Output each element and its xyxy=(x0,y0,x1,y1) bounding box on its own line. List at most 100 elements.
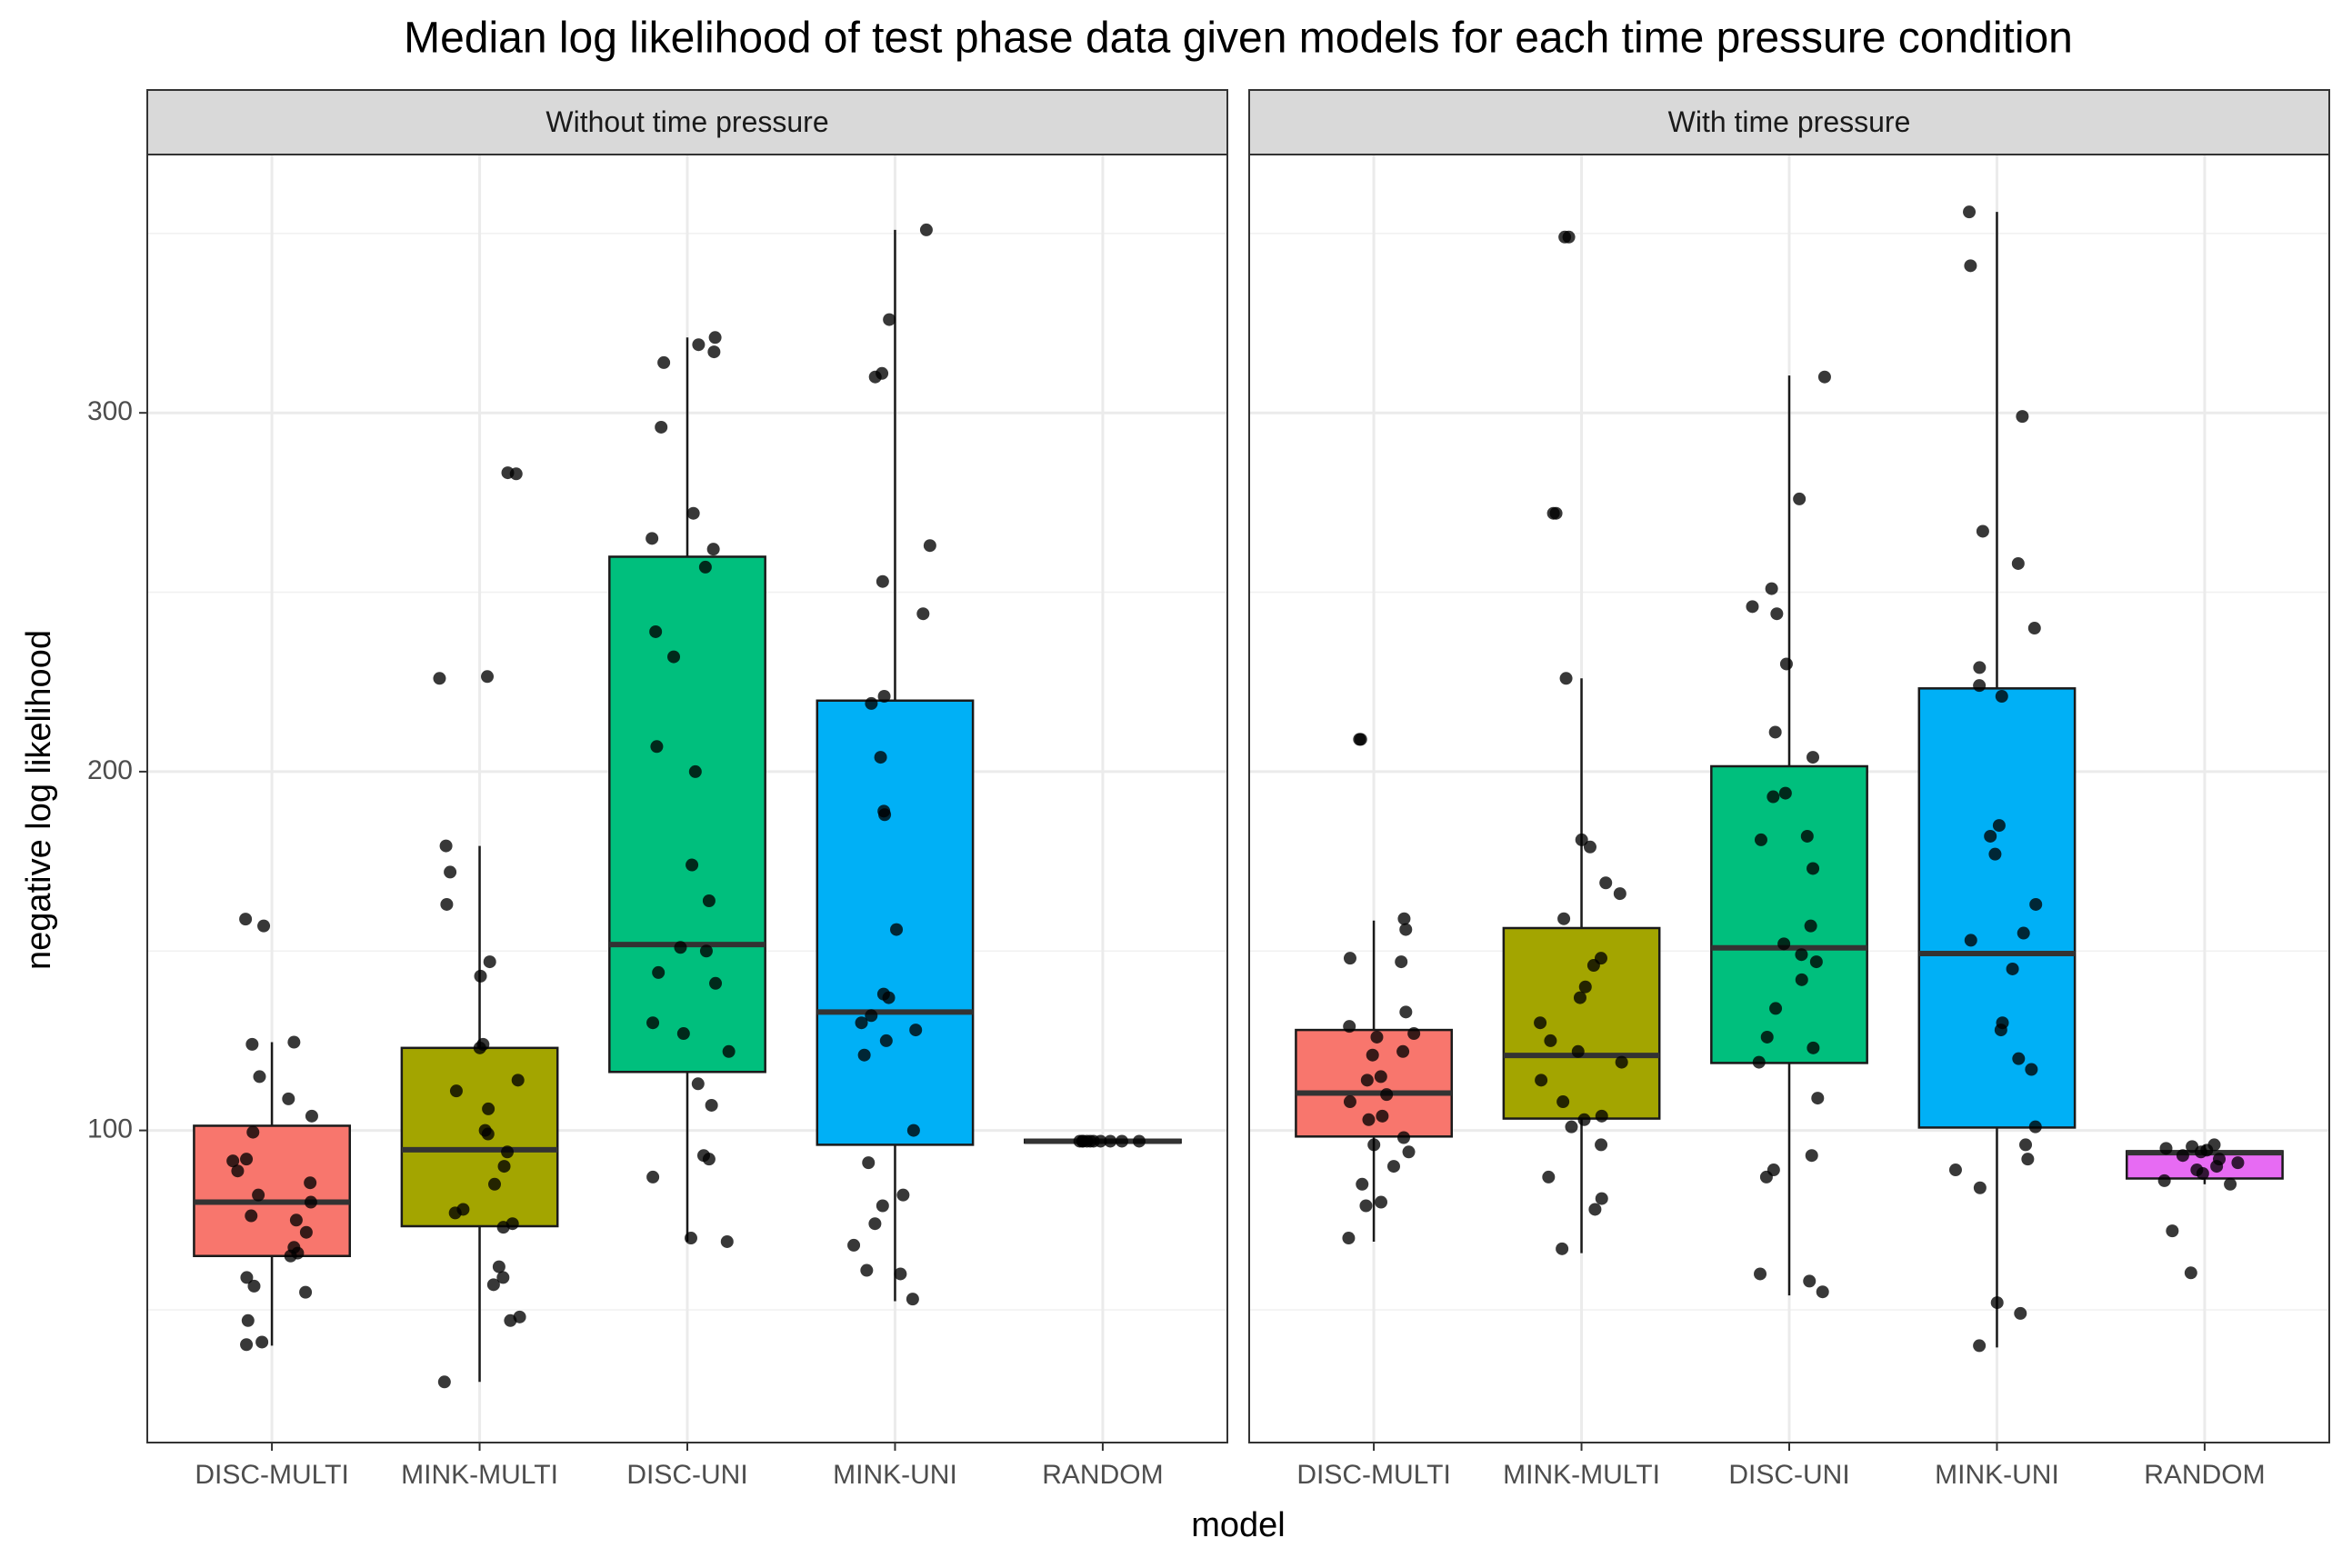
point xyxy=(709,976,723,990)
point xyxy=(1963,205,1977,219)
point xyxy=(1817,370,1831,384)
facet-strip xyxy=(1248,89,2330,155)
point xyxy=(1396,1044,1410,1058)
point xyxy=(1807,751,1820,764)
point xyxy=(865,1009,878,1023)
point xyxy=(1386,1160,1400,1174)
y-tick-label: 200 xyxy=(87,755,133,785)
point xyxy=(1615,1055,1628,1069)
point xyxy=(857,1048,871,1062)
facet-label: Without time pressure xyxy=(545,105,828,138)
point xyxy=(2028,1120,2042,1134)
point xyxy=(1973,1181,1987,1194)
y-axis-label: negative log likelihood xyxy=(20,630,58,970)
point xyxy=(688,764,702,778)
point xyxy=(919,223,933,236)
point xyxy=(646,1170,660,1183)
point xyxy=(481,1127,495,1141)
point xyxy=(1964,259,1977,273)
point xyxy=(868,370,882,384)
panel-border xyxy=(1248,154,2330,1443)
point xyxy=(1976,524,1989,538)
point xyxy=(304,1176,317,1190)
box xyxy=(193,1124,351,1258)
point xyxy=(239,913,253,926)
point xyxy=(2176,1149,2189,1163)
point xyxy=(1542,1170,1556,1183)
box xyxy=(400,1046,559,1228)
point xyxy=(240,1338,254,1352)
point xyxy=(2014,1306,2027,1320)
point xyxy=(1778,786,1792,800)
point xyxy=(299,1225,313,1239)
point xyxy=(1995,690,2008,704)
point xyxy=(1362,1113,1376,1126)
point xyxy=(1595,1138,1608,1152)
point xyxy=(504,1313,517,1327)
point xyxy=(1535,1074,1548,1087)
point xyxy=(488,1177,502,1191)
point xyxy=(2159,1142,2173,1155)
point xyxy=(509,467,523,481)
point xyxy=(652,965,666,979)
point xyxy=(691,1077,705,1091)
box xyxy=(1917,687,2077,1129)
point xyxy=(865,696,878,710)
point xyxy=(1094,1134,1107,1148)
point xyxy=(2231,1156,2245,1170)
point xyxy=(1754,833,1767,846)
point xyxy=(692,338,706,352)
point xyxy=(289,1213,303,1227)
x-tick-label: MINK-UNI xyxy=(833,1460,957,1490)
box xyxy=(1710,764,1868,1064)
point xyxy=(1115,1134,1128,1148)
point xyxy=(2025,1063,2038,1076)
point xyxy=(855,1016,868,1030)
point xyxy=(860,1263,874,1277)
point xyxy=(1370,1030,1384,1044)
point xyxy=(2184,1266,2197,1280)
point xyxy=(1964,934,1977,947)
point xyxy=(1779,657,1793,671)
point xyxy=(501,1145,515,1159)
point xyxy=(1367,1138,1381,1152)
panel-border xyxy=(146,154,1228,1443)
point xyxy=(1809,955,1823,969)
point xyxy=(486,1278,500,1292)
point xyxy=(883,313,896,326)
point xyxy=(1973,661,1987,674)
point xyxy=(706,543,720,556)
point xyxy=(492,1260,505,1273)
x-tick-label: RANDOM xyxy=(1042,1460,1163,1490)
point xyxy=(2157,1174,2171,1187)
point xyxy=(2011,556,2025,570)
point xyxy=(684,1232,697,1245)
point xyxy=(1816,1285,1829,1299)
point xyxy=(702,894,716,907)
point xyxy=(667,650,681,664)
point xyxy=(1588,1203,1602,1216)
point xyxy=(1811,1092,1825,1105)
point xyxy=(1559,672,1573,685)
point xyxy=(1577,1113,1591,1126)
point xyxy=(1795,948,1808,962)
point xyxy=(511,1074,525,1087)
point xyxy=(1354,733,1367,746)
point xyxy=(876,1199,889,1213)
point xyxy=(1795,973,1808,986)
point xyxy=(702,1153,716,1166)
point xyxy=(1402,1145,1416,1159)
point xyxy=(1746,600,1759,614)
box xyxy=(1502,926,1661,1120)
point xyxy=(231,1164,245,1178)
point xyxy=(862,1156,876,1170)
point xyxy=(1380,1088,1394,1102)
point xyxy=(1613,887,1626,901)
point xyxy=(1360,1074,1374,1087)
box xyxy=(1295,1028,1453,1138)
point xyxy=(255,1335,269,1349)
point xyxy=(1807,862,1820,875)
point xyxy=(1396,1131,1410,1144)
point xyxy=(1992,819,2006,833)
x-tick-label: MINK-MULTI xyxy=(401,1460,558,1490)
